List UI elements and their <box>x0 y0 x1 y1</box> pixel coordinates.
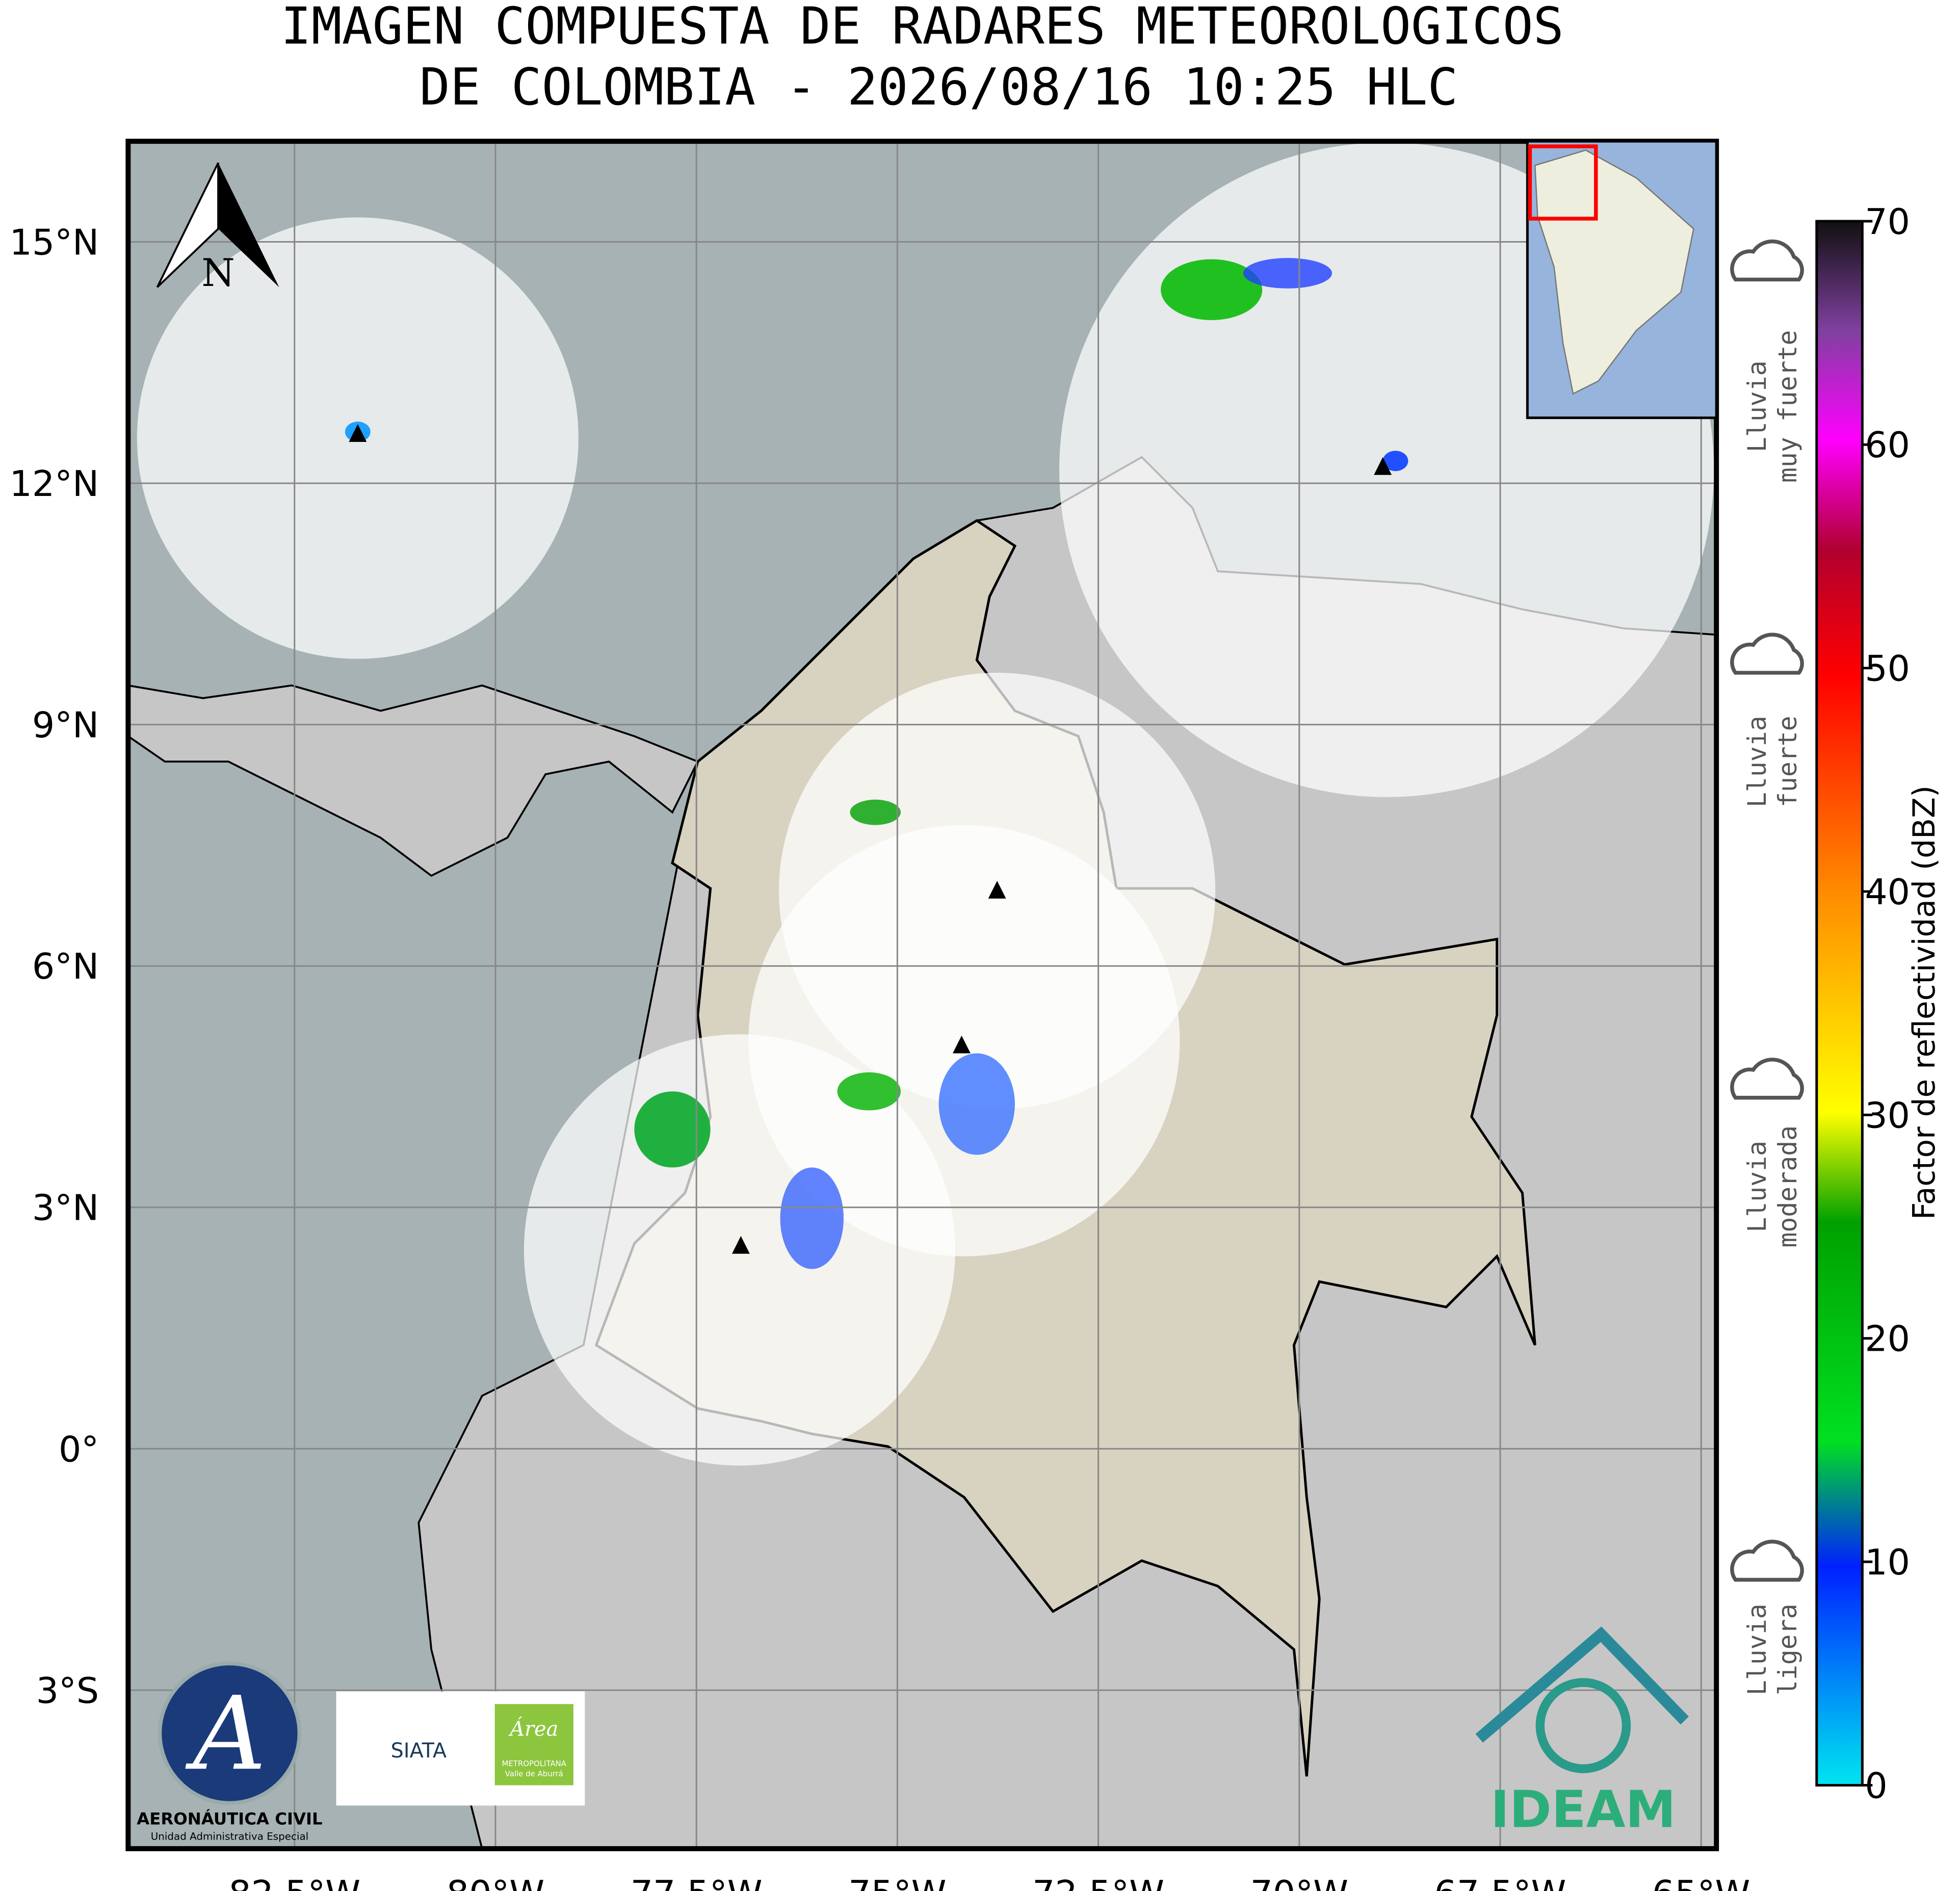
x-tick-label: 65°W <box>1652 1873 1750 1891</box>
y-tick-label: 3°S <box>36 1670 99 1712</box>
logo-text: METROPOLITANA <box>502 1759 566 1768</box>
rain-label: fuerte <box>1773 716 1802 807</box>
y-tick-label: 12°N <box>10 463 99 505</box>
north-label: N <box>201 251 234 295</box>
map-frame <box>125 139 1719 1851</box>
x-tick-label: 80°W <box>447 1873 544 1891</box>
y-tick-label: 15°N <box>10 222 99 263</box>
rain-icon <box>1730 239 1804 282</box>
y-tick-label: 3°N <box>32 1188 99 1229</box>
x-tick-label: 70°W <box>1250 1873 1348 1891</box>
map-area <box>128 141 1717 1849</box>
x-tick-label: 82.5°W <box>228 1873 360 1891</box>
rain-label: ligera <box>1773 1604 1802 1695</box>
x-tick-label: 77.5°W <box>631 1873 763 1891</box>
radar-sites <box>349 424 1392 1254</box>
logo-text: SIATA <box>390 1739 447 1763</box>
colorbar <box>1815 220 1864 1787</box>
logos: A AERONÁUTICA CIVIL Unidad Administrativ… <box>137 1626 1689 1843</box>
rain-label: Lluvia <box>1742 360 1772 452</box>
colorbar-tick-label: 70 <box>1865 201 1910 243</box>
svg-text:A: A <box>185 1674 267 1793</box>
rain-icon <box>1730 1539 1804 1582</box>
colorbar-tick-label: 0 <box>1865 1765 1887 1806</box>
radar-echoes <box>345 258 1408 1269</box>
central-america <box>128 684 699 877</box>
logo-text: Valle de Aburrá <box>505 1769 563 1778</box>
x-tick-label: 72.5°W <box>1032 1873 1164 1891</box>
title-line: DE COLOMBIA - 2026/08/16 10:25 HLC <box>420 58 1458 117</box>
rain-label: moderada <box>1773 1125 1802 1248</box>
x-tick-label: 75°W <box>848 1873 946 1891</box>
rain-label: Lluvia <box>1742 1604 1772 1695</box>
colorbar-tick-label: 20 <box>1865 1319 1910 1360</box>
rain-icon <box>1730 1058 1804 1100</box>
x-tick-label: 67.5°W <box>1434 1873 1566 1891</box>
colorbar-label: Factor de reflectividad (dBZ) <box>1907 785 1942 1220</box>
colorbar-tick-label: 30 <box>1865 1095 1910 1136</box>
logo-text: Área <box>508 1717 558 1741</box>
y-tick-label: 6°N <box>32 946 99 987</box>
logo-text: IDEAM <box>1491 1781 1676 1840</box>
y-tick-label: 0° <box>59 1429 99 1470</box>
colorbar-tick-label: 10 <box>1865 1542 1910 1583</box>
rain-label: Lluvia <box>1742 1141 1772 1232</box>
y-tick-label: 9°N <box>32 705 99 746</box>
title-line: IMAGEN COMPUESTA DE RADARES METEOROLOGIC… <box>281 0 1564 56</box>
rain-label: muy fuerte <box>1773 330 1802 483</box>
inset-map <box>1526 140 1718 419</box>
colorbar-tick-label: 40 <box>1865 872 1910 913</box>
graticule <box>128 141 1717 1849</box>
colorbar-tick-label: 60 <box>1865 425 1910 466</box>
rain-icon <box>1730 633 1804 675</box>
logo-text: AERONÁUTICA CIVIL <box>137 1809 322 1829</box>
logo-text: Unidad Administrativa Especial <box>151 1831 308 1843</box>
colorbar-tick-label: 50 <box>1865 648 1910 690</box>
rain-label: Lluvia <box>1742 716 1772 807</box>
